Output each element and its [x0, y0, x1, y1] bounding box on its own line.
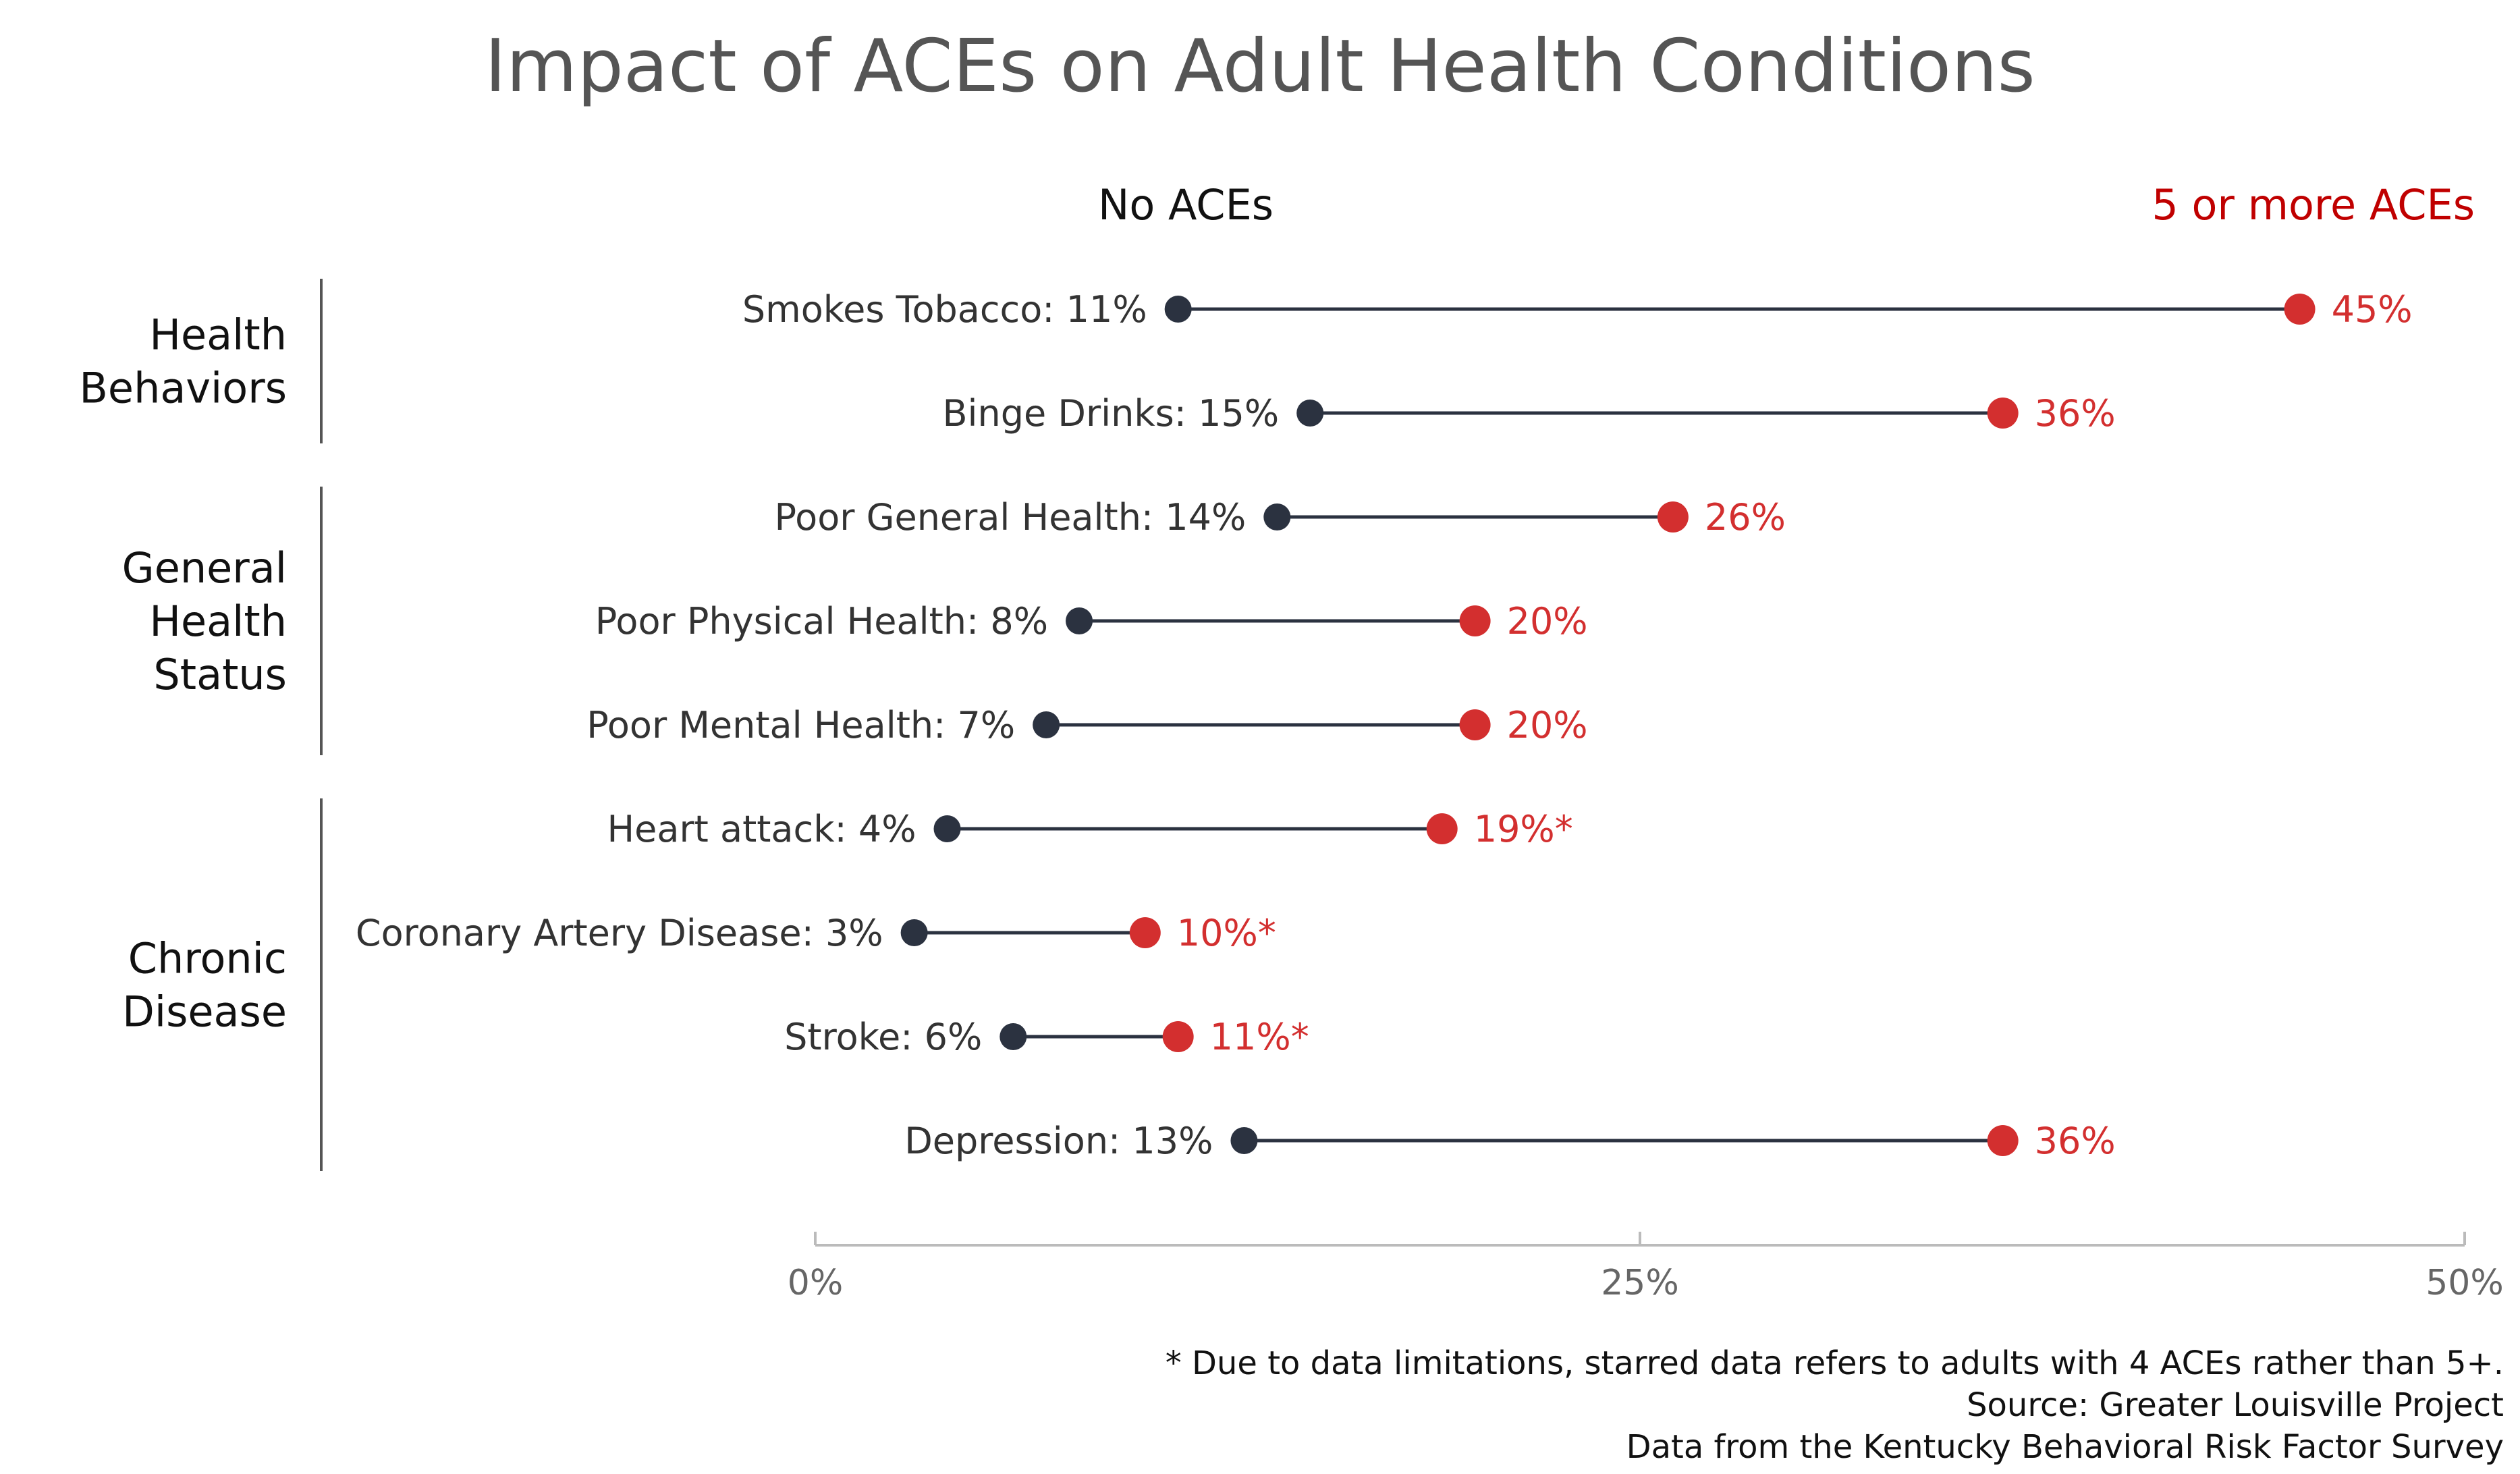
no-aces-point	[1066, 607, 1093, 634]
five-plus-aces-point	[1129, 917, 1161, 948]
row-label-text: Depression:	[904, 1120, 1132, 1162]
chart-row: Poor Mental Health: 7% 20%	[586, 704, 1587, 746]
x-tick-label: 0%	[788, 1263, 844, 1303]
row-right-value: 10%*	[1177, 912, 1276, 954]
row-label: Stroke: 6%	[784, 1016, 982, 1058]
row-right-value: 20%	[1507, 704, 1588, 746]
row-label: Poor Mental Health: 7%	[586, 704, 1015, 746]
chart-row: Binge Drinks: 15% 36%	[942, 392, 2115, 435]
row-label: Binge Drinks: 15%	[942, 392, 1279, 435]
legend-no-aces: No ACEs	[1098, 180, 1273, 229]
five-plus-aces-point	[1987, 1125, 2019, 1156]
five-plus-aces-point	[1459, 709, 1491, 740]
chart-row: Poor General Health: 14% 26%	[775, 496, 1786, 539]
row-left-value: 3%	[825, 912, 883, 954]
chart-title: Impact of ACEs on Adult Health Condition…	[485, 24, 2035, 109]
row-right-value: 11%*	[1210, 1016, 1309, 1058]
row-label: Depression: 13%	[904, 1120, 1213, 1162]
group-label: Disease	[122, 987, 287, 1037]
no-aces-point	[1033, 711, 1060, 738]
five-plus-aces-point	[1426, 813, 1458, 844]
group-label: Health	[149, 597, 287, 646]
row-left-value: 8%	[990, 600, 1048, 643]
group-label: Behaviors	[79, 364, 287, 413]
row-label-text: Poor Physical Health:	[595, 600, 991, 643]
row-left-value: 4%	[858, 808, 916, 850]
row-left-value: 6%	[925, 1016, 983, 1058]
five-plus-aces-point	[1459, 605, 1491, 636]
chart-row: Smokes Tobacco: 11% 45%	[742, 288, 2413, 331]
chart-row: Stroke: 6% 11%*	[784, 1016, 1309, 1058]
footnotes: * Due to data limitations, starred data …	[1166, 1344, 2504, 1466]
row-right-value: 36%	[2035, 392, 2116, 435]
row-left-value: 15%	[1198, 392, 1279, 435]
row-label: Heart attack: 4%	[607, 808, 916, 850]
no-aces-point	[1230, 1127, 1258, 1154]
row-right-value: 19%*	[1474, 808, 1573, 850]
group-label: Health	[149, 310, 287, 360]
x-tick-label: 50%	[2426, 1263, 2504, 1303]
chart-rows: Smokes Tobacco: 11% 45% Binge Drinks: 15% 3…	[356, 288, 2413, 1162]
row-label: Smokes Tobacco: 11%	[742, 288, 1147, 331]
no-aces-point	[999, 1023, 1027, 1050]
no-aces-point	[1296, 400, 1324, 427]
five-plus-aces-point	[1987, 398, 2019, 429]
legend-5-or-more-aces: 5 or more ACEs	[2152, 180, 2475, 229]
footnote-line: Data from the Kentucky Behavioral Risk F…	[1626, 1428, 2504, 1466]
group-label: Chronic	[128, 934, 287, 983]
row-left-value: 11%	[1066, 288, 1147, 331]
five-plus-aces-point	[1162, 1021, 1194, 1052]
row-left-value: 13%	[1132, 1120, 1213, 1162]
row-label: Poor Physical Health: 8%	[595, 600, 1048, 643]
five-plus-aces-point	[1657, 501, 1689, 533]
footnote-line: Source: Greater Louisville Project	[1967, 1386, 2504, 1424]
row-label-text: Binge Drinks:	[942, 392, 1198, 435]
row-left-value: 7%	[957, 704, 1015, 746]
row-label-text: Smokes Tobacco:	[742, 288, 1066, 331]
no-aces-point	[933, 815, 961, 842]
group-labels: HealthBehaviorsGeneralHealthStatusChroni…	[79, 279, 323, 1171]
row-label: Poor General Health: 14%	[775, 496, 1247, 539]
footnote-line: * Due to data limitations, starred data …	[1166, 1344, 2504, 1382]
five-plus-aces-point	[2284, 294, 2316, 325]
no-aces-point	[1164, 296, 1192, 323]
chart-row: Poor Physical Health: 8% 20%	[595, 600, 1588, 643]
row-label: Coronary Artery Disease: 3%	[356, 912, 883, 954]
row-label-text: Stroke:	[784, 1016, 924, 1058]
row-right-value: 20%	[1507, 600, 1588, 643]
chart-row: Coronary Artery Disease: 3% 10%*	[356, 912, 1276, 954]
row-label-text: Heart attack:	[607, 808, 858, 850]
no-aces-point	[900, 919, 928, 946]
group-label: Status	[153, 650, 287, 699]
row-left-value: 14%	[1165, 496, 1246, 539]
x-axis: 0% 25% 50%	[788, 1232, 2504, 1303]
row-right-value: 45%	[2332, 288, 2413, 331]
chart-row: Heart attack: 4% 19%*	[607, 808, 1573, 850]
group-label: General	[122, 543, 287, 593]
row-right-value: 36%	[2035, 1120, 2116, 1162]
row-label-text: Poor Mental Health:	[586, 704, 957, 746]
x-tick-label: 25%	[1601, 1263, 1679, 1303]
row-label-text: Poor General Health:	[775, 496, 1166, 539]
no-aces-point	[1263, 503, 1291, 530]
chart-row: Depression: 13% 36%	[904, 1120, 2116, 1162]
row-right-value: 26%	[1705, 496, 1786, 539]
row-label-text: Coronary Artery Disease:	[356, 912, 825, 954]
